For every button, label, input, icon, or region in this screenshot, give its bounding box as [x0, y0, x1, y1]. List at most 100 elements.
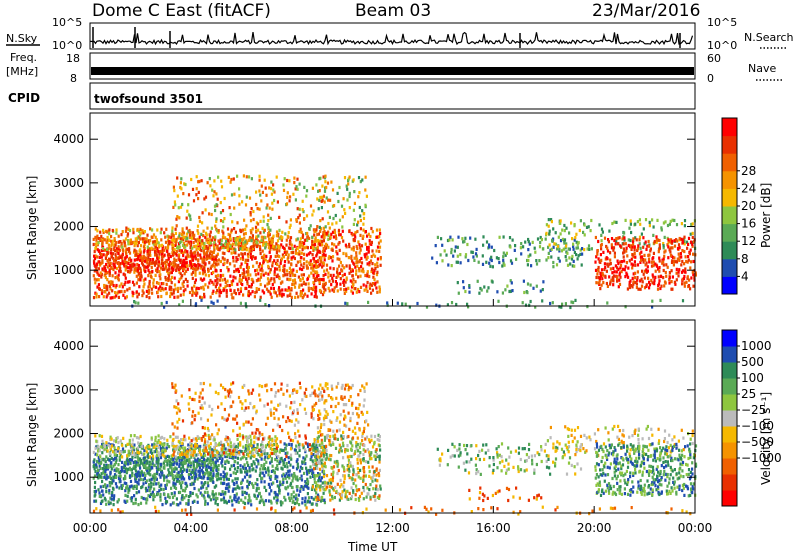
heatmap-cell	[256, 241, 258, 244]
heatmap-cell	[122, 230, 124, 233]
heatmap-cell	[250, 219, 252, 222]
heatmap-cell	[140, 462, 142, 465]
heatmap-cell	[263, 260, 265, 263]
heatmap-cell	[552, 227, 554, 230]
heatmap-cell	[356, 247, 358, 250]
heatmap-cell	[160, 295, 162, 298]
heatmap-cell	[602, 272, 604, 275]
heatmap-cell	[614, 270, 616, 273]
heatmap-cell	[405, 303, 407, 306]
heatmap-cell	[244, 240, 246, 243]
heatmap-cell	[346, 264, 348, 267]
heatmap-cell	[137, 441, 139, 444]
heatmap-cell	[186, 227, 188, 230]
heatmap-cell	[133, 283, 135, 286]
heatmap-cell	[246, 492, 248, 495]
heatmap-cell	[289, 199, 291, 202]
heatmap-cell	[194, 268, 196, 271]
heatmap-cell	[321, 185, 323, 188]
heatmap-cell	[316, 296, 318, 299]
heatmap-cell	[160, 488, 162, 491]
heatmap-cell	[141, 485, 143, 488]
heatmap-cell	[165, 487, 167, 490]
heatmap-cell	[595, 236, 597, 239]
heatmap-cell	[347, 287, 349, 290]
heatmap-cell	[234, 467, 236, 470]
heatmap-cell	[222, 274, 224, 277]
heatmap-cell	[681, 282, 683, 285]
heatmap-cell	[672, 275, 674, 278]
heatmap-cell	[192, 471, 194, 474]
heatmap-cell	[199, 470, 201, 473]
heatmap-cell	[93, 243, 95, 246]
heatmap-cell	[103, 284, 105, 287]
heatmap-cell	[183, 468, 185, 471]
heatmap-cell	[463, 286, 465, 289]
heatmap-cell	[100, 271, 102, 274]
heatmap-cell	[143, 497, 145, 500]
heatmap-cell	[115, 459, 117, 462]
heatmap-cell	[165, 266, 167, 269]
heatmap-cell	[187, 254, 189, 257]
heatmap-cell	[141, 496, 143, 499]
heatmap-cell	[297, 466, 299, 469]
heatmap-cell	[102, 247, 104, 250]
heatmap-cell	[284, 273, 286, 276]
heatmap-cell	[277, 468, 279, 471]
heatmap-cell	[563, 248, 565, 251]
heatmap-cell	[542, 288, 544, 291]
heatmap-cell	[268, 238, 270, 241]
nave-label: Nave	[748, 62, 776, 75]
heatmap-cell	[308, 496, 310, 499]
heatmap-cell	[600, 247, 602, 250]
heatmap-cell	[253, 218, 255, 221]
heatmap-cell	[557, 245, 559, 248]
heatmap-cell	[174, 384, 176, 387]
heatmap-cell	[120, 270, 122, 273]
heatmap-cell	[637, 220, 639, 223]
heatmap-cell	[301, 467, 303, 470]
heatmap-cell	[287, 485, 289, 488]
heatmap-cell	[296, 292, 298, 295]
heatmap-cell	[247, 259, 249, 262]
heatmap-cell	[150, 485, 152, 488]
heatmap-cell	[191, 398, 193, 401]
heatmap-cell	[678, 268, 680, 271]
heatmap-cell	[452, 255, 454, 258]
heatmap-cell	[204, 472, 206, 475]
heatmap-cell	[189, 291, 191, 294]
heatmap-cell	[286, 451, 288, 454]
heatmap-cell	[181, 453, 183, 456]
heatmap-cell	[119, 267, 121, 270]
heatmap-cell	[205, 258, 207, 261]
heatmap-cell	[690, 233, 692, 236]
heatmap-cell	[175, 447, 177, 450]
heatmap-cell	[152, 498, 154, 501]
heatmap-cell	[362, 223, 364, 226]
heatmap-cell	[276, 464, 278, 467]
heatmap-cell	[203, 267, 205, 270]
heatmap-cell	[176, 246, 178, 249]
heatmap-cell	[207, 286, 209, 289]
heatmap-cell	[251, 448, 253, 451]
heatmap-cell	[678, 253, 680, 256]
heatmap-cell	[486, 290, 488, 293]
heatmap-cell	[323, 262, 325, 265]
heatmap-cell	[563, 242, 565, 245]
heatmap-cell	[99, 449, 101, 452]
freq-bottom: 8	[70, 72, 77, 85]
heatmap-cell	[147, 269, 149, 272]
heatmap-cell	[325, 186, 327, 189]
heatmap-cell	[288, 473, 290, 476]
heatmap-cell	[99, 455, 101, 458]
heatmap-cell	[198, 216, 200, 219]
heatmap-cell	[137, 463, 139, 466]
heatmap-cell	[320, 260, 322, 263]
heatmap-cell	[144, 474, 146, 477]
heatmap-cell	[246, 196, 248, 199]
heatmap-cell	[229, 237, 231, 240]
heatmap-cell	[220, 201, 222, 204]
heatmap-cell	[342, 240, 344, 243]
heatmap-cell	[634, 248, 636, 251]
heatmap-cell	[171, 382, 173, 385]
